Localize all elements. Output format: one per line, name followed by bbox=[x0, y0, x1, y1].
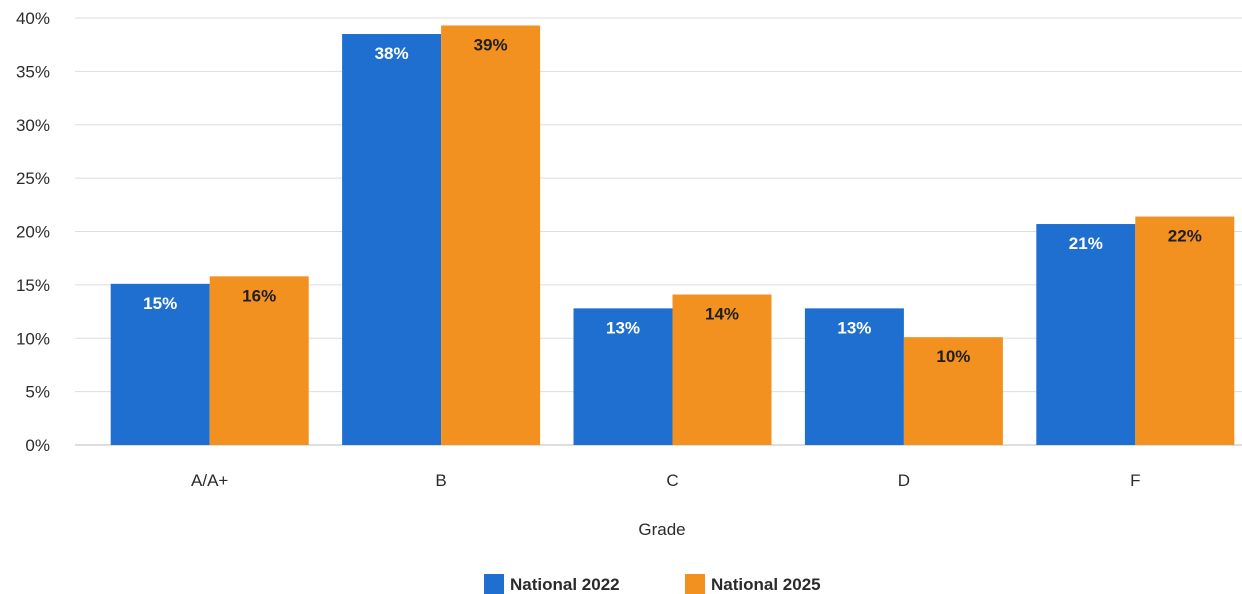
data-label: 10% bbox=[936, 347, 970, 366]
y-tick-label: 20% bbox=[16, 223, 50, 242]
bar-national-2022 bbox=[342, 34, 442, 445]
y-tick-label: 15% bbox=[16, 276, 50, 295]
x-tick-label: D bbox=[898, 471, 910, 490]
data-label: 39% bbox=[474, 35, 508, 54]
data-label: 13% bbox=[606, 318, 640, 337]
y-tick-label: 40% bbox=[16, 9, 50, 28]
x-tick-label: F bbox=[1130, 471, 1140, 490]
y-tick-label: 0% bbox=[25, 436, 50, 455]
x-tick-label: C bbox=[666, 471, 678, 490]
y-axis-ticks: 0% 5% 10% 15% 20% 25% 30% 35% 40% bbox=[16, 9, 50, 455]
x-axis-label: Grade bbox=[638, 520, 685, 539]
y-tick-label: 5% bbox=[25, 383, 50, 402]
legend-swatch bbox=[484, 574, 504, 594]
legend-label: National 2025 bbox=[711, 575, 821, 594]
bars: 15% 16% 38% 39% 13% 14% 13% 10% 21% 22% bbox=[110, 25, 1235, 445]
data-label: 13% bbox=[837, 318, 871, 337]
y-tick-label: 35% bbox=[16, 62, 50, 81]
x-tick-label: B bbox=[435, 471, 446, 490]
legend: National 2022 National 2025 bbox=[484, 574, 821, 594]
legend-label: National 2022 bbox=[510, 575, 620, 594]
data-label: 16% bbox=[242, 286, 276, 305]
data-label: 21% bbox=[1069, 234, 1103, 253]
data-label: 38% bbox=[375, 44, 409, 63]
bar-national-2025 bbox=[441, 25, 541, 445]
y-tick-label: 10% bbox=[16, 329, 50, 348]
x-tick-label: A/A+ bbox=[191, 471, 228, 490]
bar-national-2025 bbox=[1135, 216, 1235, 445]
bar-national-2025 bbox=[672, 294, 772, 445]
bar-national-2025 bbox=[209, 276, 309, 445]
bar-national-2022 bbox=[110, 283, 210, 445]
data-label: 15% bbox=[143, 294, 177, 313]
y-tick-label: 30% bbox=[16, 116, 50, 135]
data-label: 22% bbox=[1168, 227, 1202, 246]
y-tick-label: 25% bbox=[16, 169, 50, 188]
bar-national-2025 bbox=[903, 337, 1003, 445]
bar-national-2022 bbox=[804, 308, 904, 445]
bar-national-2022 bbox=[573, 308, 673, 445]
data-label: 14% bbox=[705, 304, 739, 323]
x-axis-ticks: A/A+ B C D F bbox=[191, 471, 1140, 490]
bar-national-2022 bbox=[1036, 224, 1136, 445]
legend-swatch bbox=[685, 574, 705, 594]
